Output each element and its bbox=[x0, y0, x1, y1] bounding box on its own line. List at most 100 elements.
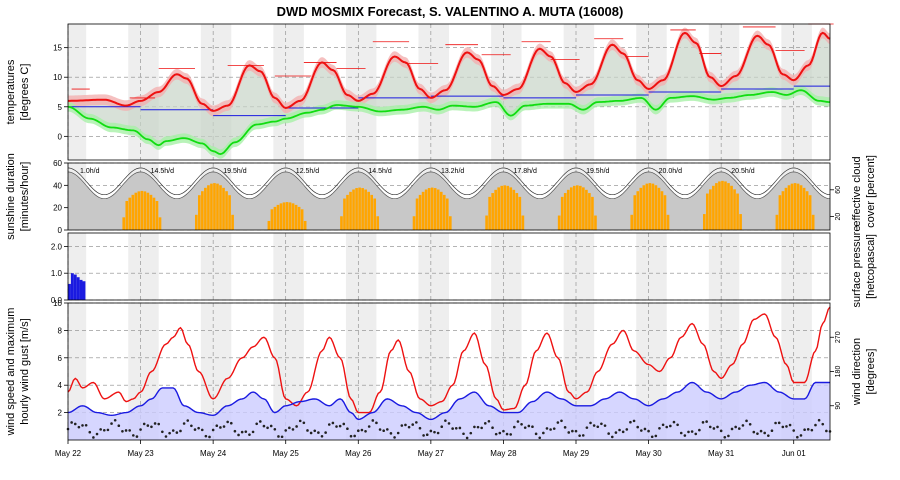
wind-direction-dot bbox=[763, 431, 766, 435]
wind-direction-dot bbox=[542, 431, 545, 435]
sunshine-bar bbox=[657, 187, 661, 230]
wind-direction-dot bbox=[364, 429, 367, 433]
wind-ylabel-line1: wind speed and maximum bbox=[5, 308, 17, 437]
wind-direction-dot bbox=[796, 435, 799, 439]
sunshine-bar bbox=[633, 195, 637, 230]
wind-direction-dot bbox=[367, 425, 371, 428]
sunshine-bar bbox=[512, 189, 516, 230]
wind-direction-dot bbox=[175, 431, 179, 434]
sunshine-bar bbox=[201, 191, 204, 230]
sunshine-bar bbox=[433, 188, 437, 230]
wind-direction-dot bbox=[73, 422, 77, 426]
sunshine-daily-total: 13.2h/d bbox=[441, 168, 464, 175]
y-tick-label: 2 bbox=[58, 409, 63, 418]
sunshine-bar bbox=[709, 189, 712, 230]
y-tick-label: 1.0 bbox=[51, 269, 63, 278]
wind-direction-dot bbox=[215, 424, 219, 428]
sunshine-bar bbox=[591, 196, 594, 230]
x-tick-label: May 24 bbox=[200, 449, 227, 458]
x-tick-label: May 31 bbox=[708, 449, 735, 458]
wind-direction-dot bbox=[150, 425, 153, 429]
sunshine-bar bbox=[585, 189, 588, 230]
wind-direction-dot bbox=[621, 430, 625, 434]
panel-sunshine: 0 20 40 60 1.0h/d 14.5h/d 19.5h/d 12.5h/d 14.5h/… bbox=[5, 153, 877, 240]
panel-wind: 2 4 6 8 10 90 180 270 wind speed and maximum hour… bbox=[5, 299, 877, 441]
sunshine-bar bbox=[427, 188, 431, 230]
sunshine-bar bbox=[521, 215, 525, 230]
wind-direction-dot bbox=[589, 421, 592, 425]
wind-direction-dot bbox=[331, 421, 335, 425]
wind-direction-dot bbox=[483, 422, 487, 425]
sunshine-bar bbox=[642, 185, 646, 230]
right-tick-label: 90 bbox=[835, 402, 842, 410]
wind-direction-dot bbox=[752, 430, 756, 434]
wind-direction-dot bbox=[719, 429, 723, 433]
sunshine-bar bbox=[715, 183, 718, 230]
sunshine-bar bbox=[361, 188, 364, 230]
wind-ylabel-line2: hourly wind gust [m/s] bbox=[19, 318, 31, 424]
sunshine-bar bbox=[488, 196, 491, 230]
sunshine-bar bbox=[216, 183, 219, 230]
sunshine-bar bbox=[198, 195, 201, 230]
wind-direction-dot bbox=[295, 425, 298, 428]
wind-direction-dot bbox=[200, 428, 204, 432]
sunshine-bar bbox=[703, 214, 706, 230]
wind-direction-dot bbox=[262, 424, 266, 428]
wind-direction-dot bbox=[723, 435, 727, 439]
sunshine-bar bbox=[449, 216, 452, 230]
x-tick-label: May 29 bbox=[563, 449, 590, 458]
wind-direction-dot bbox=[698, 428, 701, 432]
x-axis: May 22 May 23 May 24 May 25 May 26 May 27 May … bbox=[55, 440, 806, 458]
wind-direction-dot bbox=[614, 431, 618, 434]
y-tick-label: 5 bbox=[58, 103, 63, 112]
wind-direction-dot bbox=[190, 424, 193, 428]
wind-direction-dot bbox=[248, 433, 251, 436]
wind-direction-dot bbox=[505, 432, 509, 436]
wind-direction-dot bbox=[658, 426, 661, 430]
sunshine-bar bbox=[706, 193, 709, 230]
sunshine-bar bbox=[131, 194, 135, 230]
wind-direction-dot bbox=[531, 425, 534, 429]
wind-direction-dot bbox=[814, 423, 817, 427]
winddir-ylabel-line2: [degrees] bbox=[865, 349, 877, 395]
wind-direction-dot bbox=[356, 429, 360, 433]
sunshine-bar bbox=[793, 183, 797, 230]
wind-direction-dot bbox=[447, 422, 451, 425]
wind-direction-dot bbox=[687, 430, 690, 434]
wind-direction-dot bbox=[280, 435, 284, 439]
panel-temperature: 0 5 10 15 temperatures [degrees C] bbox=[5, 23, 834, 161]
wind-direction-dot bbox=[799, 434, 803, 437]
wind-direction-dot bbox=[266, 426, 269, 430]
sunshine-bar bbox=[300, 209, 304, 230]
sunshine-bar bbox=[721, 180, 724, 230]
wind-direction-dot bbox=[810, 428, 814, 432]
sunshine-bar bbox=[370, 194, 374, 230]
sunshine-bar bbox=[781, 191, 785, 230]
sunshine-bar bbox=[730, 185, 733, 230]
wind-direction-dot bbox=[429, 429, 433, 433]
sunshine-daily-total: 14.5h/d bbox=[151, 168, 174, 175]
wind-direction-dot bbox=[770, 429, 774, 433]
precipitation-bar bbox=[70, 273, 74, 300]
wind-direction-dot bbox=[487, 419, 491, 423]
wind-direction-dot bbox=[690, 430, 694, 433]
sunshine-bar bbox=[373, 198, 377, 230]
dewpoint-line bbox=[67, 89, 831, 156]
sunshine-bar bbox=[787, 185, 791, 230]
sunshine-daily-total: 19.5h/d bbox=[223, 168, 246, 175]
wind-direction-dot bbox=[404, 423, 407, 427]
wind-direction-dot bbox=[353, 434, 356, 438]
wind-direction-dot bbox=[560, 419, 563, 423]
sunshine-bar bbox=[518, 196, 522, 230]
sunshine-bar bbox=[506, 185, 510, 230]
sunshine-bar bbox=[143, 191, 147, 230]
wind-direction-dot bbox=[161, 430, 164, 434]
right-tick-label: 270 bbox=[835, 331, 842, 343]
wind-direction-dot bbox=[407, 425, 411, 429]
night-shade bbox=[128, 233, 159, 300]
night-shade bbox=[345, 233, 377, 300]
wind-direction-dot bbox=[785, 425, 788, 428]
wind-direction-dot bbox=[222, 425, 226, 428]
wind-direction-dot bbox=[433, 430, 436, 434]
sunshine-bar bbox=[149, 194, 153, 230]
